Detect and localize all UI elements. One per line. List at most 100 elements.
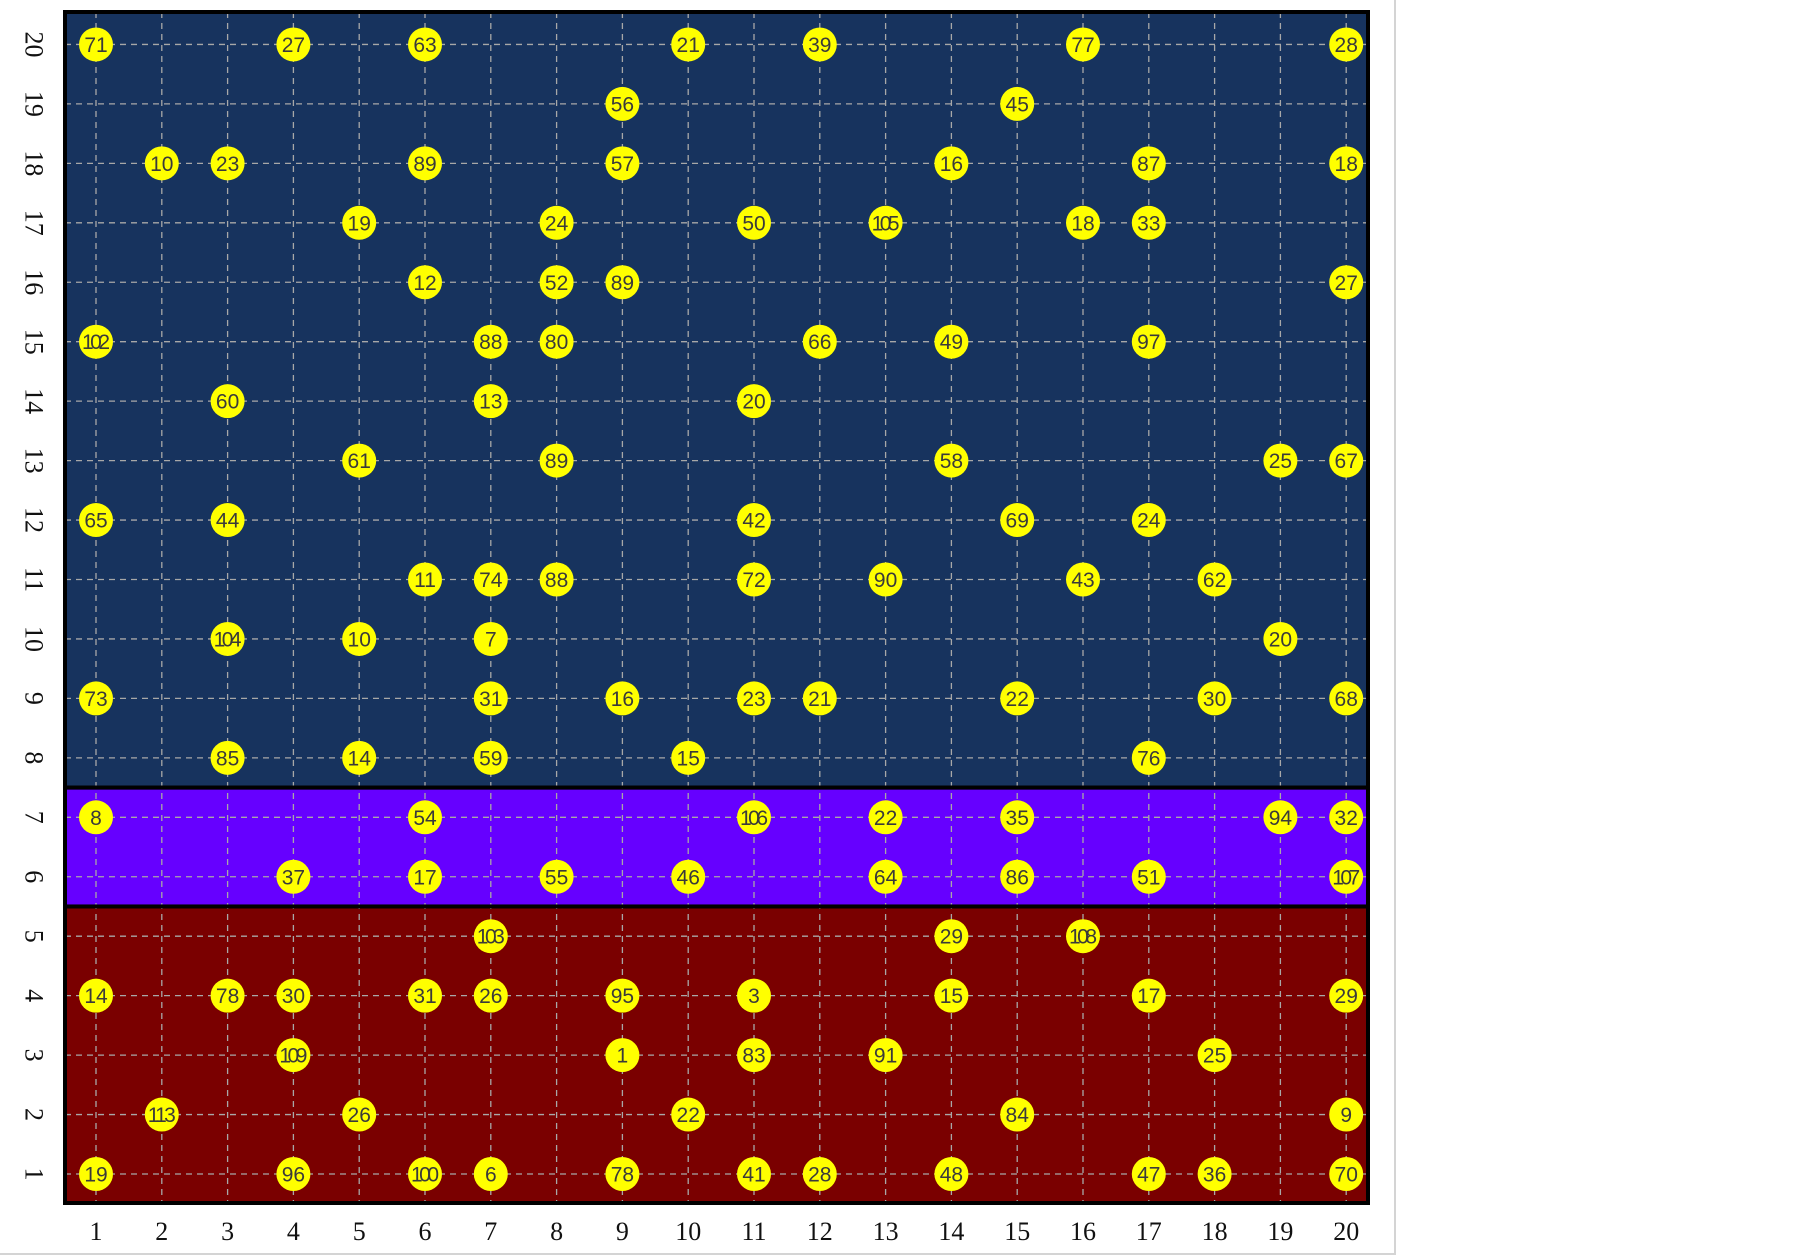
point-marker [539, 562, 574, 597]
point-label: 87 [1137, 153, 1160, 176]
data-point: 21 [802, 681, 837, 716]
data-point: 78 [605, 1157, 640, 1191]
data-point: 60 [210, 384, 245, 419]
point-marker [473, 740, 508, 775]
point-label: 28 [1335, 34, 1358, 57]
point-marker [473, 681, 508, 716]
point-marker [473, 919, 508, 954]
x-tick-label: 18 [1202, 1217, 1228, 1246]
point-marker [1329, 978, 1364, 1013]
data-point: 26 [473, 978, 508, 1013]
point-marker [802, 1157, 837, 1191]
point-marker [737, 503, 771, 538]
point-label: 13 [479, 391, 502, 414]
y-tick-label: 3 [20, 1049, 49, 1062]
point-marker [539, 859, 574, 894]
point-marker [605, 146, 640, 181]
x-tick-label: 8 [550, 1217, 563, 1246]
data-point: 17 [1131, 978, 1166, 1013]
point-label: 104 [214, 628, 242, 651]
data-point: 71 [79, 27, 113, 62]
y-tick-label: 17 [20, 210, 49, 236]
data-point: 65 [79, 503, 113, 538]
point-label: 49 [940, 331, 963, 354]
point-label: 51 [1137, 866, 1160, 889]
point-label: 108 [1069, 926, 1097, 949]
point-label: 77 [1071, 34, 1094, 57]
data-point: 29 [934, 919, 969, 954]
point-marker [802, 27, 837, 62]
point-marker [605, 978, 640, 1013]
data-point: 29 [1329, 978, 1364, 1013]
point-label: 1 [617, 1045, 629, 1068]
x-tick-label: 14 [938, 1217, 964, 1246]
point-marker [1131, 205, 1166, 240]
data-point: 105 [868, 205, 903, 240]
point-marker [276, 1157, 311, 1191]
point-label: 80 [545, 331, 568, 354]
point-label: 113 [148, 1104, 176, 1127]
point-label: 103 [477, 926, 505, 949]
point-label: 7 [485, 628, 497, 651]
point-label: 102 [82, 331, 110, 354]
point-label: 29 [940, 926, 963, 949]
point-label: 24 [545, 212, 569, 235]
data-point: 57 [605, 146, 640, 181]
point-marker [408, 146, 442, 181]
data-point: 14 [342, 740, 377, 775]
point-marker [868, 1038, 903, 1073]
point-label: 42 [742, 510, 765, 533]
point-label: 48 [940, 1164, 963, 1187]
data-point: 90 [868, 562, 903, 597]
point-marker [737, 562, 771, 597]
data-point: 45 [1000, 86, 1035, 121]
point-marker [1329, 1097, 1364, 1132]
point-marker [79, 324, 113, 359]
point-marker [1066, 562, 1100, 597]
data-point: 62 [1197, 562, 1232, 597]
x-tick-label: 19 [1267, 1217, 1293, 1246]
data-point: 48 [934, 1157, 969, 1191]
point-marker [1000, 503, 1035, 538]
point-label: 24 [1137, 510, 1161, 533]
data-point: 74 [473, 562, 508, 597]
point-marker [1263, 443, 1298, 478]
x-tick-label: 17 [1136, 1217, 1162, 1246]
point-marker [1131, 146, 1166, 181]
point-marker [144, 146, 179, 181]
point-marker [276, 978, 311, 1013]
x-tick-label: 7 [484, 1217, 497, 1246]
point-marker [408, 1157, 442, 1191]
data-point: 17 [408, 859, 442, 894]
point-label: 45 [1006, 93, 1029, 116]
point-label: 96 [282, 1164, 305, 1187]
x-tick-label: 2 [155, 1217, 168, 1246]
data-point: 25 [1263, 443, 1298, 478]
x-tick-label: 12 [807, 1217, 833, 1246]
point-marker [210, 978, 245, 1013]
point-label: 21 [808, 688, 831, 711]
point-label: 55 [545, 866, 568, 889]
point-marker [1131, 740, 1166, 775]
point-label: 31 [479, 688, 502, 711]
data-point: 95 [605, 978, 640, 1013]
point-marker [1329, 681, 1364, 716]
y-tick-label: 8 [20, 751, 49, 764]
point-marker [737, 205, 771, 240]
point-label: 88 [545, 569, 568, 592]
point-label: 21 [677, 34, 700, 57]
point-label: 23 [216, 153, 239, 176]
data-point: 23 [737, 681, 771, 716]
point-marker [1131, 859, 1166, 894]
y-tick-label: 18 [20, 150, 49, 176]
data-point: 58 [934, 443, 969, 478]
data-point: 28 [1329, 27, 1364, 62]
data-point: 44 [210, 503, 245, 538]
point-label: 27 [1335, 272, 1358, 295]
point-label: 6 [485, 1164, 497, 1187]
point-marker [737, 978, 771, 1013]
point-label: 33 [1137, 212, 1160, 235]
data-point: 7 [473, 621, 508, 656]
point-marker [1197, 1157, 1232, 1191]
band-border-2 [63, 10, 1370, 790]
